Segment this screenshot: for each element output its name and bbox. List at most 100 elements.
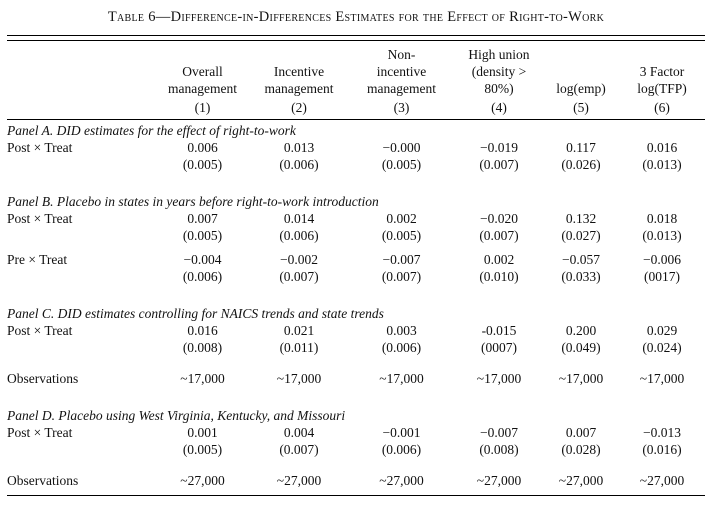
observations-cell: ~17,000 bbox=[276, 371, 322, 386]
se-cell: (0007) bbox=[481, 340, 517, 355]
se-cell: (0.028) bbox=[561, 442, 601, 457]
estimate-cell: −0.002 bbox=[280, 252, 318, 267]
spacer-row bbox=[7, 285, 705, 303]
column-number: (1) bbox=[155, 97, 250, 120]
se-cell: (0.016) bbox=[642, 442, 682, 457]
spacer-row bbox=[7, 356, 705, 370]
se-cell: (0.013) bbox=[642, 157, 682, 172]
observations-cell: ~27,000 bbox=[379, 473, 424, 488]
se-cell: (0.005) bbox=[182, 442, 223, 457]
column-number: (3) bbox=[348, 97, 455, 120]
se-cell: (0.024) bbox=[642, 340, 682, 355]
se-cell: (0.006) bbox=[279, 157, 319, 172]
table-row: Post × Treat 0.001 0.004 −0.001 −0.007 0… bbox=[7, 424, 705, 441]
estimate-cell: −0.006 bbox=[643, 252, 681, 267]
estimate-cell: −0.007 bbox=[480, 425, 518, 440]
se-cell: (0.007) bbox=[479, 228, 519, 243]
header-line: Incentive bbox=[273, 64, 325, 79]
column-numbers-row: (1) (2) (3) (4) (5) (6) bbox=[7, 97, 705, 120]
table-row: (0.005) (0.006) (0.005) (0.007) (0.027) … bbox=[7, 227, 705, 244]
spacer-row bbox=[7, 387, 705, 405]
row-label: Observations bbox=[7, 371, 79, 386]
estimate-cell: 0.016 bbox=[187, 323, 218, 338]
column-header-log-emp: log(emp) bbox=[543, 41, 619, 97]
header-line: log(TFP) bbox=[637, 81, 687, 96]
se-cell: (0.033) bbox=[561, 269, 601, 284]
column-header-high-union: High union (density > 80%) bbox=[455, 41, 543, 97]
panel-a-heading-row: Panel A. DID estimates for the effect of… bbox=[7, 120, 705, 140]
row-label: Pre × Treat bbox=[7, 252, 68, 267]
spacer-row bbox=[7, 458, 705, 472]
se-cell: (0.006) bbox=[381, 340, 422, 355]
header-line: Non- bbox=[387, 47, 416, 62]
estimate-cell: 0.117 bbox=[566, 140, 596, 155]
column-header-non-incentive-management: Non- incentive management bbox=[348, 41, 455, 97]
panel-heading: Panel A. DID estimates for the effect of… bbox=[7, 123, 296, 138]
table-row: (0.005) (0.006) (0.005) (0.007) (0.026) … bbox=[7, 156, 705, 173]
double-rule bbox=[7, 35, 705, 41]
bottom-rule bbox=[7, 495, 705, 496]
estimate-cell: 0.007 bbox=[565, 425, 597, 440]
header-line: High union bbox=[468, 47, 530, 62]
se-cell: (0.007) bbox=[279, 269, 319, 284]
panel-heading: Panel C. DID estimates controlling for N… bbox=[7, 306, 384, 321]
estimate-cell: 0.002 bbox=[386, 211, 417, 226]
table-title: Table 6—Difference-in-Differences Estima… bbox=[107, 9, 605, 25]
se-cell: (0.007) bbox=[479, 157, 519, 172]
header-line: (density > bbox=[471, 64, 527, 79]
row-label-spacer bbox=[7, 268, 155, 285]
se-cell: (0.027) bbox=[561, 228, 601, 243]
se-cell: (0.049) bbox=[561, 340, 601, 355]
observations-row: Observations ~17,000 ~17,000 ~17,000 ~17… bbox=[7, 370, 705, 387]
estimate-cell: 0.132 bbox=[565, 211, 597, 226]
estimate-cell: 0.001 bbox=[187, 425, 218, 440]
header-spacer bbox=[7, 97, 155, 120]
table-row: Pre × Treat −0.004 −0.002 −0.007 0.002 −… bbox=[7, 251, 705, 268]
se-cell: (0.013) bbox=[642, 228, 682, 243]
observations-cell: ~17,000 bbox=[558, 371, 604, 386]
row-label: Post × Treat bbox=[7, 425, 73, 440]
row-label: Post × Treat bbox=[7, 323, 73, 338]
column-number: (6) bbox=[619, 97, 705, 120]
estimate-cell: 0.002 bbox=[483, 252, 515, 267]
row-label-spacer bbox=[7, 339, 155, 356]
panel-b-heading-row: Panel B. Placebo in states in years befo… bbox=[7, 191, 705, 210]
se-cell: (0.005) bbox=[381, 228, 422, 243]
header-line: Overall bbox=[182, 64, 223, 79]
se-cell: (0.007) bbox=[279, 442, 319, 457]
observations-cell: ~27,000 bbox=[558, 473, 604, 488]
header-line: management bbox=[367, 81, 436, 96]
estimate-cell: 0.004 bbox=[283, 425, 315, 440]
row-label: Post × Treat bbox=[7, 211, 73, 226]
header-line: log(emp) bbox=[556, 81, 606, 96]
row-label: Observations bbox=[7, 473, 79, 488]
estimate-cell: −0.019 bbox=[480, 140, 518, 155]
estimate-cell: 0.016 bbox=[646, 140, 678, 155]
se-cell: (0.006) bbox=[182, 269, 223, 284]
se-cell: (0.011) bbox=[279, 340, 319, 355]
estimate-cell: 0.200 bbox=[565, 323, 597, 338]
table-row: Post × Treat 0.006 0.013 −0.000 −0.019 0… bbox=[7, 139, 705, 156]
column-number: (5) bbox=[543, 97, 619, 120]
panel-heading: Panel D. Placebo using West Virginia, Ke… bbox=[7, 408, 346, 423]
estimate-cell: −0.000 bbox=[382, 140, 421, 155]
table-row: Post × Treat 0.007 0.014 0.002 −0.020 0.… bbox=[7, 210, 705, 227]
observations-cell: ~17,000 bbox=[639, 371, 685, 386]
estimate-cell: 0.029 bbox=[646, 323, 678, 338]
se-cell: (0.006) bbox=[381, 442, 422, 457]
did-estimates-table: Overall management Incentive management … bbox=[7, 41, 705, 489]
row-label-spacer bbox=[7, 227, 155, 244]
column-header-incentive-management: Incentive management bbox=[250, 41, 348, 97]
observations-cell: ~27,000 bbox=[476, 473, 522, 488]
header-line: 3 Factor bbox=[639, 64, 685, 79]
se-cell: (0.010) bbox=[479, 269, 519, 284]
estimate-cell: 0.007 bbox=[187, 211, 218, 226]
estimate-cell: 0.014 bbox=[283, 211, 315, 226]
observations-row: Observations ~27,000 ~27,000 ~27,000 ~27… bbox=[7, 472, 705, 489]
table-row: (0.008) (0.011) (0.006) (0007) (0.049) (… bbox=[7, 339, 705, 356]
se-cell: (0017) bbox=[644, 269, 680, 284]
se-cell: (0.005) bbox=[381, 157, 422, 172]
header-line: 80%) bbox=[484, 81, 514, 96]
panel-heading: Panel B. Placebo in states in years befo… bbox=[7, 194, 379, 209]
